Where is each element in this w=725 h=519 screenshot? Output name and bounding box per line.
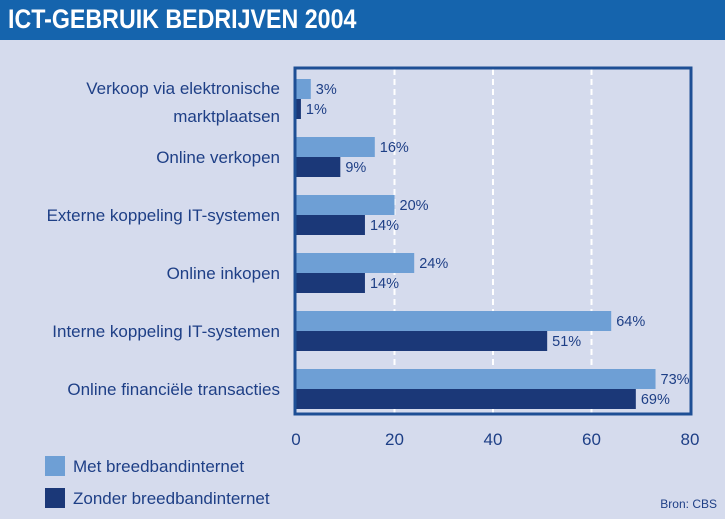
data-label: 14%: [370, 218, 399, 234]
legend-label: Zonder breedbandinternet: [73, 489, 270, 508]
data-label: 14%: [370, 276, 399, 292]
data-label: 69%: [641, 392, 670, 408]
plot-frame: [293, 66, 693, 416]
data-label: 16%: [380, 140, 409, 156]
title-bar: ICT-GEBRUIK BEDRIJVEN 2004: [0, 0, 725, 40]
data-label: 1%: [306, 102, 327, 118]
x-tick-label: 0: [291, 430, 300, 449]
category-label: Online verkopen: [156, 148, 280, 167]
chart-title: ICT-GEBRUIK BEDRIJVEN 2004: [8, 4, 357, 34]
category-label: Interne koppeling IT-systemen: [52, 322, 280, 341]
data-label: 73%: [661, 372, 690, 388]
source-note: Bron: CBS: [660, 497, 717, 511]
bar-met-breedband: [296, 79, 311, 99]
bar-zonder-breedband: [296, 389, 636, 409]
x-tick-label: 40: [484, 430, 503, 449]
bar-met-breedband: [296, 195, 395, 215]
category-label: Online inkopen: [167, 264, 280, 283]
category-label: Verkoop via elektronische: [86, 79, 280, 98]
bar-zonder-breedband: [296, 273, 365, 293]
data-label: 64%: [616, 314, 645, 330]
bar-zonder-breedband: [296, 215, 365, 235]
data-label: 20%: [400, 198, 429, 214]
x-tick-label: 20: [385, 430, 404, 449]
category-label: Externe koppeling IT-systemen: [47, 206, 280, 225]
x-tick-label: 80: [681, 430, 700, 449]
bar-met-breedband: [296, 137, 375, 157]
data-label: 9%: [345, 160, 366, 176]
data-label: 3%: [316, 82, 337, 98]
bar-zonder-breedband: [296, 99, 301, 119]
legend-swatch: [45, 456, 65, 476]
data-label: 51%: [552, 334, 581, 350]
legend-swatch: [45, 488, 65, 508]
category-label: Online financiële transacties: [67, 380, 280, 399]
bar-zonder-breedband: [296, 331, 548, 351]
data-label: 24%: [419, 256, 448, 272]
bar-met-breedband: [296, 369, 656, 389]
legend-label: Met breedbandinternet: [73, 457, 244, 476]
bar-zonder-breedband: [296, 157, 341, 177]
bar-met-breedband: [296, 311, 612, 331]
x-tick-label: 60: [582, 430, 601, 449]
bar-met-breedband: [296, 253, 415, 273]
category-label: marktplaatsen: [173, 107, 280, 126]
